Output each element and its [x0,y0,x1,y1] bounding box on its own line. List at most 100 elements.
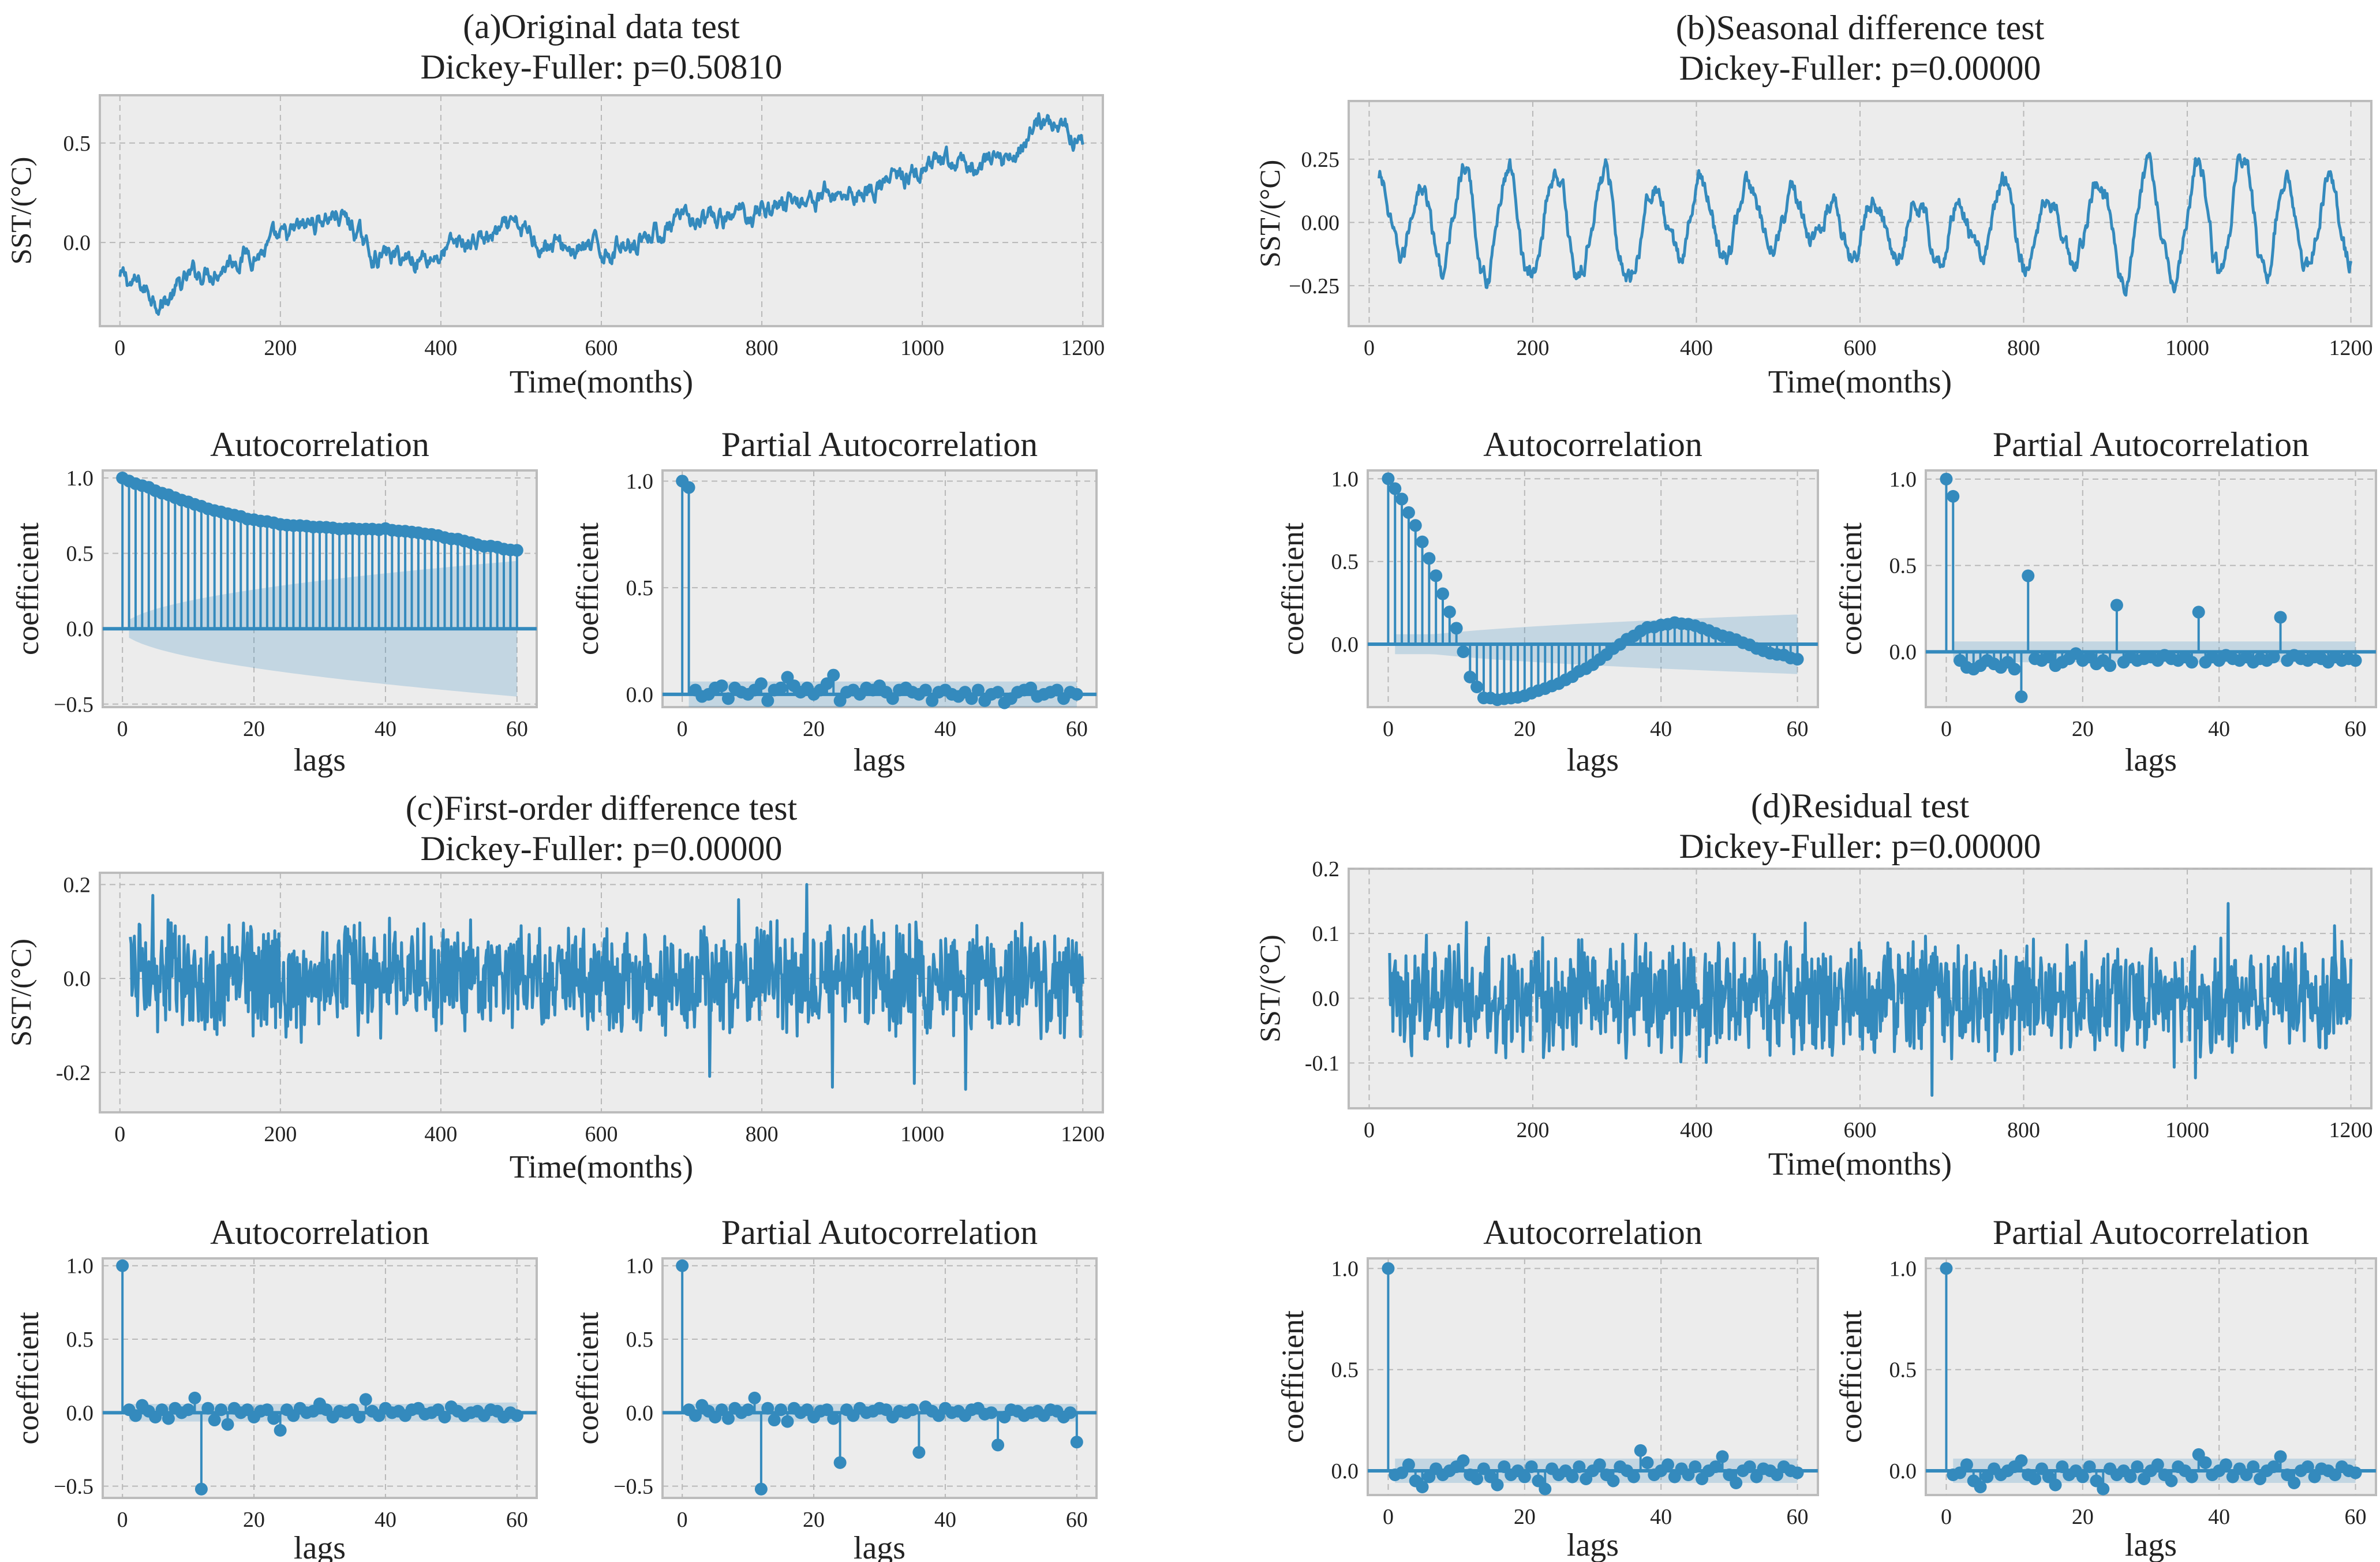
marker-lag-4 [1409,519,1422,532]
marker-lag-60 [510,1409,523,1422]
series-line [1378,152,2353,297]
marker-lag-5 [1416,535,1429,548]
y-axis-label: coefficient [1833,1310,1868,1443]
x-tick-label: 60 [1066,717,1088,741]
y-tick-label: −0.25 [1289,274,1339,298]
marker-lag-59 [1064,1406,1077,1419]
x-tick-label: 60 [2345,717,2367,741]
series-line [129,883,1084,1091]
y-tick-label: 0.00 [1301,211,1340,235]
marker-lag-9 [1443,606,1456,619]
marker-lag-21 [2083,1460,2096,1473]
chart-c-acf: 0 20 40 60 −0.5 0.0 0.5 1.0 Autocorrelation lags c… [10,1213,538,1562]
marker-lag-36 [1627,1470,1640,1483]
y-axis-label: coefficient [1275,1310,1310,1443]
chart-title: Autocorrelation [1483,425,1702,464]
marker-lag-60 [1791,652,1804,666]
y-axis-label: coefficient [570,522,605,655]
chart-b: 0 200 400 600 800 1000 1200 −0.25 0.00 0.25 (b)Sea… [1253,9,2373,400]
y-tick-label: 0.5 [63,132,91,156]
marker-lag-0 [676,1259,689,1272]
marker-lag-51 [2288,1476,2301,1489]
chart-d-pacf: 0 20 40 60 0.0 0.5 1.0 Partial Autocorrelation l… [1833,1213,2377,1562]
chart-d: 0 200 400 600 800 1000 1200 -0.1 0.0 0.1 0.2 (d)Res… [1253,787,2373,1182]
chart-subtitle: Dickey-Fuller: p=0.00000 [1679,827,2041,865]
marker-lag-11 [2015,690,2028,704]
y-axis-label: coefficient [1275,522,1310,655]
marker-lag-7 [721,692,735,705]
marker-lag-53 [2301,1460,2314,1473]
marker-lag-49 [1716,1450,1729,1463]
marker-lag-10 [2008,663,2021,676]
x-tick-label: 20 [1514,717,1536,741]
marker-lag-53 [1743,1460,1756,1473]
marker-lag-14 [768,1414,781,1427]
marker-lag-16 [1491,1478,1504,1492]
chart-a: 0 200 400 600 800 1000 1200 0.0 0.5 (a)Original d… [5,8,1105,400]
plot-area [1925,1257,2377,1496]
marker-lag-37 [359,1393,372,1406]
marker-lag-12 [754,1482,768,1496]
y-tick-label: 1.0 [626,1254,654,1279]
x-tick-label: 800 [746,1122,779,1146]
marker-lag-38 [2199,1456,2212,1469]
y-tick-label: 1.0 [66,466,94,491]
y-axis-label: coefficient [10,1312,45,1445]
y-tick-label: 0.2 [1312,857,1340,881]
marker-lag-6 [715,1403,728,1417]
x-tick-label: 0 [1941,717,1952,741]
chart-title: Partial Autocorrelation [1993,425,2309,464]
y-tick-label: 0.5 [626,1328,654,1352]
chart-title: Partial Autocorrelation [721,1213,1038,1251]
plot-area [99,94,1104,327]
x-tick-label: 400 [424,336,457,360]
x-tick-label: 400 [1680,336,1713,360]
marker-lag-36 [2185,1470,2198,1483]
marker-lag-12 [754,677,768,690]
x-tick-label: 0 [1941,1505,1952,1529]
x-axis-label: lags [294,742,346,778]
x-tick-label: 1000 [2165,1118,2209,1142]
marker-lag-36 [912,1446,926,1459]
x-axis-label: Time(months) [1768,364,1952,400]
x-tick-label: 400 [424,1122,457,1146]
series-line [118,112,1084,316]
marker-lag-38 [1641,1456,1654,1469]
y-tick-label: 0.5 [1331,1358,1359,1382]
y-tick-label: 1.0 [1331,1257,1359,1281]
marker-lag-6 [155,1403,169,1417]
marker-lag-48 [1709,1460,1722,1473]
x-tick-label: 0 [117,717,128,741]
marker-lag-1 [682,481,695,494]
y-tick-label: 0.0 [1331,633,1359,657]
x-axis-label: Time(months) [510,364,693,400]
marker-lag-23 [1539,1482,1552,1496]
marker-lag-60 [1791,1466,1804,1479]
marker-lag-0 [1382,1262,1395,1275]
chart-title: Partial Autocorrelation [1993,1213,2309,1251]
x-tick-label: 20 [2072,717,2094,741]
x-tick-label: 60 [506,717,528,741]
marker-lag-0 [1940,472,1953,485]
x-tick-label: 400 [1680,1118,1713,1142]
y-tick-label: 0.5 [626,576,654,600]
chart-title: Autocorrelation [210,1213,429,1251]
marker-lag-10 [1450,622,1463,635]
marker-lag-16 [781,1415,794,1428]
plot-area [1925,469,2377,708]
marker-lag-22 [260,1403,274,1417]
marker-lag-20 [2076,1470,2089,1483]
marker-lag-41 [2220,1458,2232,1471]
marker-lag-60 [1070,1436,1083,1449]
marker-lag-33 [2165,1474,2178,1488]
marker-lag-13 [1470,680,1484,693]
x-tick-label: 600 [585,1122,618,1146]
chart-title: Autocorrelation [210,425,429,464]
marker-lag-48 [2267,651,2280,664]
x-tick-label: 20 [2072,1505,2094,1529]
x-axis-label: lags [1567,1527,1619,1562]
chart-b-acf: 0 20 40 60 0.0 0.5 1.0 Autocorrelation lags coeff… [1275,425,1819,778]
y-tick-label: 0.0 [1889,640,1917,664]
y-axis-label: SST/(°C) [5,939,37,1047]
